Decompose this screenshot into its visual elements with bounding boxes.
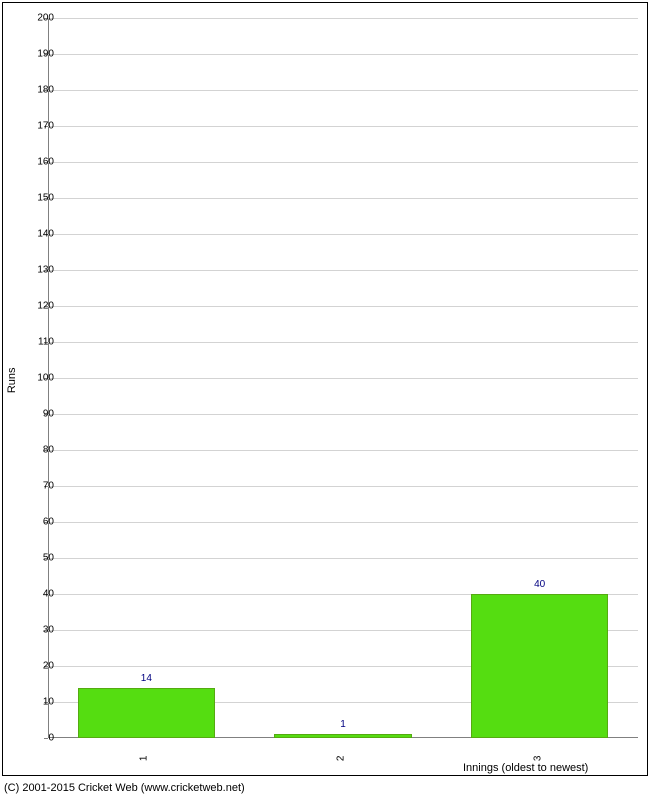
y-axis-title: Runs	[6, 367, 18, 393]
y-tick-label: 200	[37, 13, 54, 24]
y-tick-label: 50	[43, 553, 54, 564]
y-tick-label: 140	[37, 229, 54, 240]
gridline	[48, 486, 638, 487]
gridline	[48, 342, 638, 343]
bar-value-label: 40	[534, 579, 545, 590]
y-tick-label: 20	[43, 661, 54, 672]
y-tick-label: 130	[37, 265, 54, 276]
y-tick-label: 160	[37, 157, 54, 168]
y-tick-label: 110	[38, 337, 54, 348]
gridline	[48, 234, 638, 235]
gridline	[48, 306, 638, 307]
y-tick-label: 10	[43, 697, 54, 708]
y-tick-label: 60	[43, 517, 54, 528]
y-tick-label: 70	[43, 481, 54, 492]
x-tick-label: 3	[532, 756, 543, 762]
y-tick-label: 90	[43, 409, 54, 420]
gridline	[48, 378, 638, 379]
bar	[471, 594, 609, 738]
y-tick-label: 120	[37, 301, 54, 312]
x-axis-title: Innings (oldest to newest)	[463, 762, 588, 774]
x-tick-label: 2	[335, 756, 346, 762]
y-tick-label: 170	[37, 121, 54, 132]
y-tick-label: 150	[37, 193, 54, 204]
y-tick-label: 0	[48, 733, 54, 744]
gridline	[48, 90, 638, 91]
bar	[274, 734, 412, 738]
copyright-text: (C) 2001-2015 Cricket Web (www.cricketwe…	[4, 782, 245, 794]
gridline	[48, 450, 638, 451]
gridline	[48, 414, 638, 415]
y-tick-label: 80	[43, 445, 54, 456]
gridline	[48, 18, 638, 19]
plot-area: 14 1 40	[48, 18, 638, 738]
bar	[78, 688, 216, 738]
gridline	[48, 558, 638, 559]
y-tick-label: 180	[37, 85, 54, 96]
gridline	[48, 126, 638, 127]
gridline	[48, 522, 638, 523]
bar-value-label: 1	[340, 719, 346, 730]
x-tick-label: 1	[139, 756, 150, 762]
bar-value-label: 14	[141, 673, 152, 684]
y-tick-label: 30	[43, 625, 54, 636]
gridline	[48, 270, 638, 271]
y-tick-label: 190	[37, 49, 54, 60]
y-tick-label: 100	[37, 373, 54, 384]
chart-container: 14140 Runs Innings (oldest to newest) (C…	[0, 0, 650, 800]
y-tick-label: 40	[43, 589, 54, 600]
gridline	[48, 54, 638, 55]
gridline	[48, 198, 638, 199]
y-tick	[44, 738, 48, 739]
gridline	[48, 162, 638, 163]
